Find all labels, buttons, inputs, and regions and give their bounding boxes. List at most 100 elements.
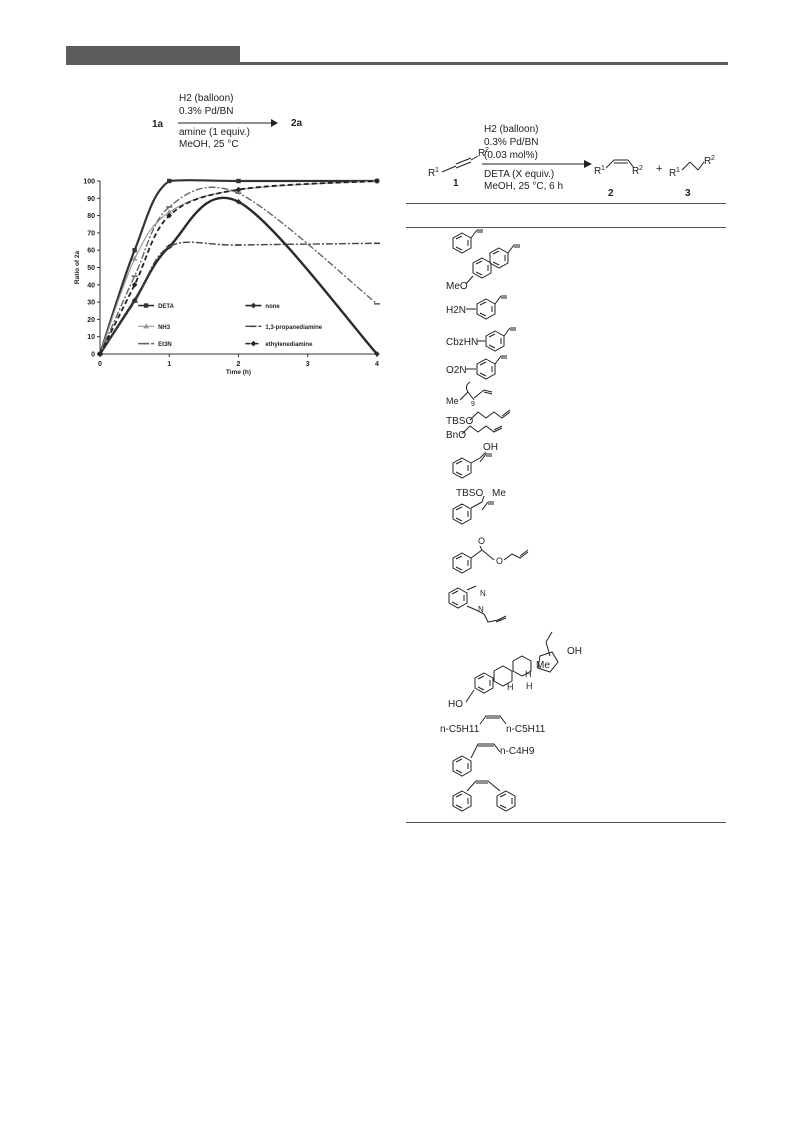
chart-legend: DETA none NH3 1,3-propanediamine Et3N ethylen… xyxy=(138,302,323,348)
chart-axes: 0 10 20 30 40 50 60 70 80 90 100 0 1 2 3 4 Time (h) Ratio… xyxy=(74,179,379,377)
y-tick-label: 20 xyxy=(87,317,95,324)
plus-sign: + xyxy=(656,163,662,175)
data-point xyxy=(236,178,241,184)
y-tick-label: 100 xyxy=(83,179,95,186)
svg-text:O: O xyxy=(496,556,503,566)
right-reagent-4: DETA (X equiv.) xyxy=(484,169,555,180)
legend-label: ethylenediamine xyxy=(265,342,313,348)
left-reagent-2: 0.3% Pd/BN xyxy=(179,106,234,117)
table-top-rule xyxy=(406,203,726,204)
data-point xyxy=(250,340,257,347)
legend-item: NH3 xyxy=(138,323,171,331)
series-5 xyxy=(97,178,380,357)
left-product-label: 2a xyxy=(291,118,303,129)
data-point xyxy=(235,186,242,193)
right-reagent-3: (0.03 mol%) xyxy=(484,150,538,161)
data-point xyxy=(97,351,103,357)
y-tick-label: 40 xyxy=(87,282,95,289)
label-3: 3 xyxy=(685,188,691,199)
svg-text:TBSO: TBSO xyxy=(456,488,483,499)
left-reactant-label: 1a xyxy=(152,119,164,130)
svg-text:N: N xyxy=(478,605,484,614)
svg-text:Me: Me xyxy=(492,488,506,499)
svg-text:R: R xyxy=(478,148,485,159)
series-line xyxy=(99,186,378,355)
data-point xyxy=(167,178,172,184)
svg-text:9: 9 xyxy=(471,401,475,408)
series-3 xyxy=(97,241,380,355)
series-line xyxy=(99,241,378,355)
svg-text:R: R xyxy=(632,166,639,177)
structure-tbso-alkene: TBSO xyxy=(446,409,511,427)
x-tick-label: 1 xyxy=(167,361,171,368)
svg-text:TBSO: TBSO xyxy=(446,416,473,427)
series-1 xyxy=(97,196,380,357)
right-reagent-1: H2 (balloon) xyxy=(484,124,539,135)
svg-text:1: 1 xyxy=(601,165,605,172)
y-tick-label: 80 xyxy=(87,213,95,220)
left-reaction-arrow xyxy=(178,119,278,127)
svg-text:HO: HO xyxy=(448,699,463,710)
label-1: 1 xyxy=(453,178,459,189)
svg-text:O2N: O2N xyxy=(446,365,467,376)
legend-item: none xyxy=(245,302,280,310)
series-0 xyxy=(97,178,380,357)
svg-text:H: H xyxy=(525,669,532,679)
y-tick-label: 0 xyxy=(91,352,95,359)
legend-label: Et3N xyxy=(158,342,172,348)
legend-label: none xyxy=(265,304,280,310)
table-bottom-rule xyxy=(406,822,726,823)
y-tick-label: 30 xyxy=(87,300,95,307)
structure-phenyl-hexene: n-C4H9 xyxy=(452,743,535,777)
structure-allyl-benzoate: O O xyxy=(452,536,529,574)
structure-bno-alkene: BnO xyxy=(446,425,503,441)
data-point xyxy=(250,302,257,309)
svg-text:O: O xyxy=(478,536,485,546)
svg-text:R: R xyxy=(594,166,601,177)
data-point xyxy=(374,178,380,184)
svg-text:H: H xyxy=(507,682,514,692)
svg-text:n-C5H11: n-C5H11 xyxy=(440,724,480,735)
data-point xyxy=(131,282,138,288)
data-point xyxy=(166,209,173,215)
structure-allylic-alcohol: OH xyxy=(452,442,498,479)
svg-text:R: R xyxy=(669,168,676,179)
legend-item: 1,3-propanediamine xyxy=(245,325,323,331)
structure-cbz-aminostyrene: CbzHN xyxy=(446,327,517,352)
series-line xyxy=(99,180,378,355)
svg-text:CbzHN: CbzHN xyxy=(446,337,478,348)
series-2 xyxy=(97,178,380,356)
header-rule xyxy=(66,62,728,65)
x-axis-label: Time (h) xyxy=(226,369,251,376)
y-tick-label: 90 xyxy=(87,196,95,203)
svg-text:BnO: BnO xyxy=(446,430,466,441)
data-point xyxy=(132,248,137,253)
chart-series-group xyxy=(97,178,380,357)
svg-text:2: 2 xyxy=(711,155,715,162)
legend-label: 1,3-propanediamine xyxy=(265,325,322,331)
svg-text:1: 1 xyxy=(676,167,680,174)
legend-label: NH3 xyxy=(158,325,171,331)
header-bar xyxy=(66,46,240,62)
data-point xyxy=(131,255,138,261)
data-point xyxy=(166,212,173,219)
series-4 xyxy=(97,186,380,355)
data-point xyxy=(143,303,149,308)
svg-text:Me: Me xyxy=(446,396,459,406)
structure-alkyl-alkene: Me 9 xyxy=(446,381,493,408)
structure-methoxy-vinylnaphthalene: MeO xyxy=(446,244,521,292)
svg-text:n-C5H11: n-C5H11 xyxy=(506,724,546,735)
y-axis-label: Ratio of 2a xyxy=(74,251,81,285)
structure-stilbene xyxy=(452,780,516,812)
kinetics-chart: 0 10 20 30 40 50 60 70 80 90 100 0 1 2 3 4 Time (h) Ratio… xyxy=(74,178,380,377)
structure-ethynylestradiol: Me OH H H H HO xyxy=(448,631,582,710)
left-reagent-3: amine (1 equiv.) xyxy=(179,127,250,138)
left-reagent-4: MeOH, 25 °C xyxy=(179,139,239,150)
left-reagent-1: H2 (balloon) xyxy=(179,93,234,104)
right-reagent-5: MeOH, 25 °C, 6 h xyxy=(484,181,564,192)
y-tick-label: 10 xyxy=(87,334,95,341)
legend-item: Et3N xyxy=(138,342,172,348)
legend-item: ethylenediamine xyxy=(245,340,313,348)
svg-text:n-C4H9: n-C4H9 xyxy=(500,746,535,757)
svg-text:MeO: MeO xyxy=(446,281,468,292)
